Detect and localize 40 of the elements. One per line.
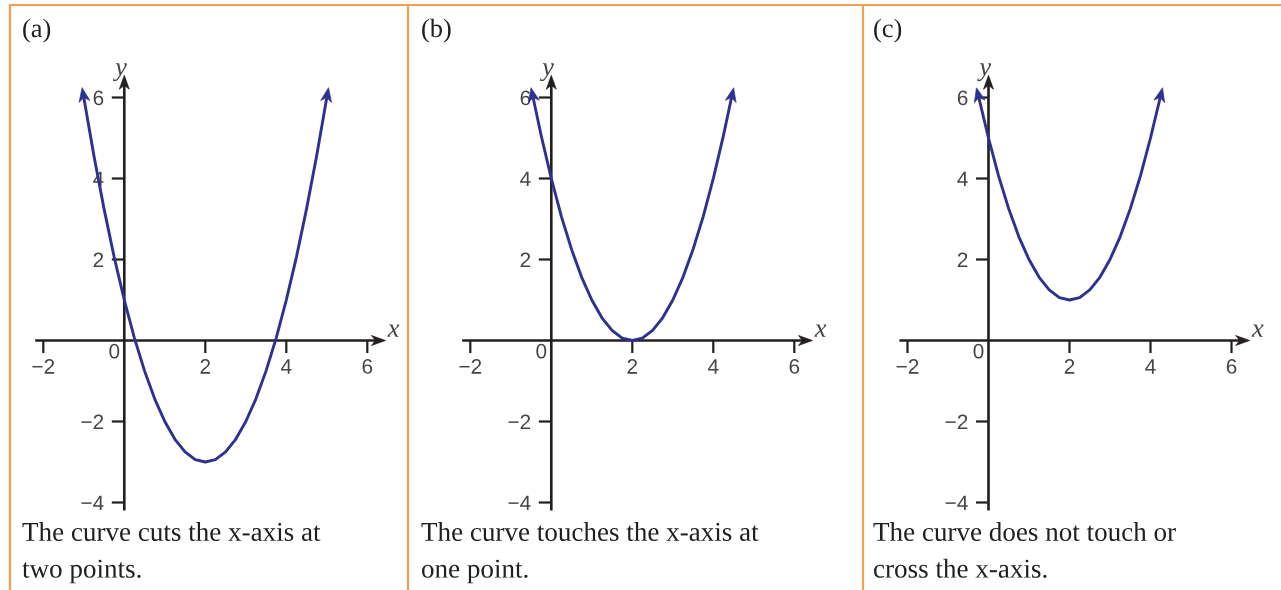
x-tick-label: 4	[280, 359, 292, 374]
y-tick-label: −2	[508, 414, 531, 430]
y-tick-label: 6	[93, 90, 104, 106]
x-tick-label: −2	[896, 359, 919, 374]
y-axis-title: y	[113, 63, 127, 82]
annotation: 0	[973, 343, 984, 359]
x-tick-label: 6	[1226, 359, 1237, 374]
x-tick-label: 2	[627, 359, 638, 374]
y-tick-label: 4	[520, 171, 531, 187]
y-tick-label: −4	[508, 495, 531, 511]
chart-title: (c)	[874, 18, 902, 43]
y-tick-label: −2	[81, 414, 104, 430]
x-tick-label: −2	[32, 359, 55, 374]
x-tick-label: 6	[362, 359, 373, 374]
chart-title: (a)	[23, 18, 51, 43]
y-tick-label: 4	[957, 171, 968, 187]
x-axis-title: x	[387, 324, 400, 337]
y-tick-label: −2	[945, 414, 968, 430]
text: The curve touches the x-axis at one point.	[421, 522, 759, 584]
y-tick-label: 6	[957, 90, 968, 106]
chart-title: (b)	[422, 18, 451, 43]
annotation: 0	[536, 343, 547, 359]
y-axis-title: y	[540, 63, 554, 82]
text: The curve does not touch or cross the x-axis.	[873, 522, 1176, 578]
x-tick-label: 4	[707, 359, 719, 374]
annotation: 0	[109, 343, 120, 359]
y-axis-title: y	[977, 63, 992, 82]
y-tick-label: 2	[93, 252, 104, 268]
x-tick-label: 4	[1145, 359, 1156, 374]
x-axis-title: x	[1251, 324, 1264, 337]
text: The curve cuts the x-axis at two points.	[22, 522, 321, 584]
y-tick-label: 2	[520, 252, 531, 268]
x-tick-label: 6	[789, 359, 800, 374]
y-tick-label: −4	[945, 495, 968, 511]
y-tick-label: −4	[81, 495, 104, 511]
x-tick-label: 2	[1064, 359, 1075, 374]
x-axis-title: x	[814, 324, 827, 337]
x-tick-label: −2	[459, 359, 482, 374]
x-tick-label: 2	[200, 359, 211, 374]
y-tick-label: 2	[957, 252, 968, 268]
